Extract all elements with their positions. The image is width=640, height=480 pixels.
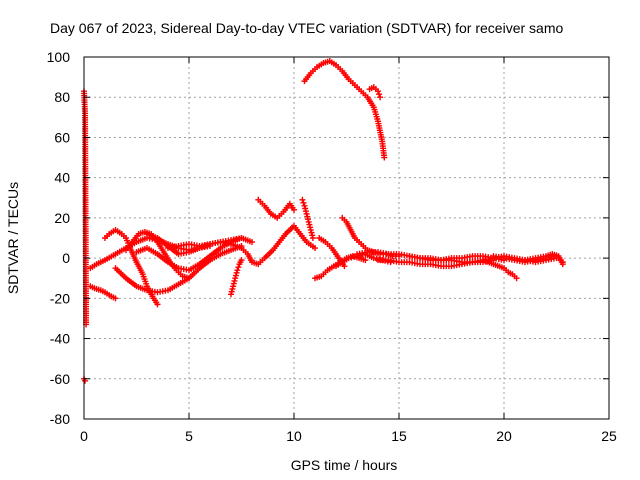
data-point [291, 206, 297, 213]
series-prn-n [299, 196, 316, 241]
data-point [299, 196, 306, 203]
data-point [377, 94, 384, 101]
y-tick-label: 20 [54, 210, 70, 226]
data-point [112, 295, 119, 302]
data-point [249, 239, 255, 246]
data-point [234, 267, 241, 274]
y-tick-label: 60 [54, 129, 70, 145]
data-point [309, 235, 316, 241]
data-point [375, 88, 381, 95]
data-point [376, 91, 383, 98]
data-point [186, 275, 192, 282]
x-tick-label: 5 [185, 428, 193, 444]
y-tick-labels: -80 -60 -40 -20 0 20 40 60 80 100 [47, 49, 71, 427]
x-tick-label: 15 [391, 428, 407, 444]
y-tick-label: -20 [50, 290, 70, 306]
grid [84, 57, 609, 419]
data-points [81, 58, 566, 384]
series-prn-f [112, 243, 245, 296]
x-tick-labels: 0 5 10 15 20 25 [80, 428, 617, 444]
data-point [238, 235, 245, 241]
series-prn-k [228, 257, 245, 298]
data-point [312, 245, 318, 252]
x-tick-label: 10 [286, 428, 302, 444]
data-point [238, 257, 245, 264]
data-point [381, 154, 388, 161]
chart-title: Day 067 of 2023, Sidereal Day-to-day VTE… [50, 20, 563, 36]
y-tick-label: 100 [47, 49, 71, 65]
x-tick-label: 20 [496, 428, 512, 444]
y-tick-label: -40 [50, 331, 70, 347]
y-tick-label: 80 [54, 89, 70, 105]
data-point [362, 257, 369, 264]
plot-frame [83, 56, 610, 420]
axis-ticks [83, 56, 610, 420]
x-tick-label: 0 [80, 428, 88, 444]
series-prn-m [255, 196, 297, 221]
data-point [235, 264, 242, 271]
series-prn-z [522, 251, 566, 268]
x-tick-label: 25 [601, 428, 617, 444]
data-point [513, 275, 520, 282]
data-point [559, 261, 566, 268]
series-prn-x [480, 257, 520, 282]
y-tick-label: -80 [50, 411, 70, 427]
series-prn-l [238, 222, 318, 268]
data-point [154, 301, 161, 308]
y-tick-label: 0 [62, 250, 70, 266]
series-prn-q [301, 58, 388, 161]
data-point [300, 199, 307, 206]
y-tick-label: 40 [54, 170, 70, 186]
y-axis-label: SDTVAR / TECUs [5, 182, 21, 294]
y-tick-label: -60 [50, 371, 70, 387]
series-prn-c [87, 283, 119, 302]
series-prn-r [366, 84, 384, 101]
x-axis-label: GPS time / hours [291, 457, 398, 473]
data-point [341, 263, 348, 270]
